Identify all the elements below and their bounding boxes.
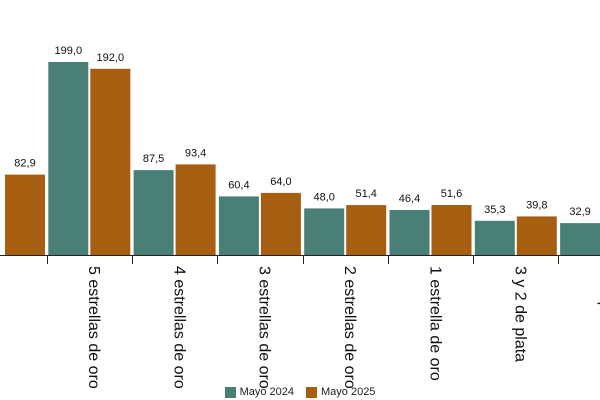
x-tick-label-5: 1 estrella de oro (426, 266, 443, 381)
value-label-series-2-cat-5: 51,6 (441, 188, 462, 200)
legend-item-series-1: Mayo 2024 (224, 386, 294, 398)
legend-swatch-series-1 (224, 386, 236, 398)
legend-label-series-2: Mayo 2025 (321, 386, 376, 398)
x-tick-label-3: 3 estrellas de oro (256, 266, 273, 389)
value-label-series-2-cat-3: 64,0 (270, 176, 291, 188)
value-label-series-1-cat-5: 46,4 (399, 193, 420, 205)
x-tick-label-6: 3 y 2 de plata (512, 266, 529, 362)
value-label-series-1-cat-6: 35,3 (484, 204, 505, 216)
legend-swatch-series-2 (306, 386, 317, 398)
bars-group (5, 62, 600, 255)
legend-label-series-1: Mayo 2024 (239, 386, 294, 398)
value-label-series-2-cat-6: 39,8 (526, 199, 547, 211)
value-label-series-2-cat-0: 82,9 (14, 158, 35, 170)
value-labels-group: 82,9 199,0 192,0 87,5 93,4 60,4 64,0 48,0 51,4 46… (14, 45, 591, 218)
value-label-series-1-cat-1: 199,0 (55, 45, 83, 57)
value-label-series-2-cat-4: 51,4 (355, 188, 376, 200)
bar-series-1-cat-7 (560, 223, 600, 255)
x-tick-label-2: 4 estrellas de oro (170, 266, 187, 389)
value-label-series-2-cat-1: 192,0 (97, 52, 125, 64)
legend: Mayo 2024 Mayo 2025 (0, 386, 600, 398)
value-label-series-1-cat-3: 60,4 (228, 179, 249, 191)
value-label-series-1-cat-2: 87,5 (143, 153, 164, 165)
bar-series-2-cat-0 (5, 174, 45, 255)
x-tick-label-4: 2 estrellas de oro (341, 266, 358, 389)
x-tick-label-7: 1 de plata (597, 266, 600, 336)
bar-series-1-cat-3 (218, 196, 259, 255)
bar-series-1-cat-4 (304, 208, 345, 255)
x-tick-label-1: 5 estrellas de oro (85, 266, 102, 389)
value-label-series-1-cat-4: 48,0 (313, 191, 334, 203)
bar-series-2-cat-1 (90, 68, 131, 255)
legend-item-series-2: Mayo 2025 (306, 386, 375, 398)
bar-series-2-cat-6 (516, 216, 557, 255)
bar-series-2-cat-2 (175, 164, 216, 255)
bar-series-2-cat-4 (346, 205, 387, 255)
bar-series-1-cat-5 (389, 210, 430, 255)
value-label-series-2-cat-2: 93,4 (185, 147, 206, 159)
bar-series-1-cat-1 (48, 62, 89, 255)
x-axis: 5 estrellas de oro 4 estrellas de oro 3 es… (0, 255, 600, 389)
bar-series-1-cat-2 (133, 170, 174, 255)
value-label-series-1-cat-7: 32,9 (569, 206, 590, 218)
bar-series-2-cat-5 (431, 205, 472, 255)
bar-series-1-cat-6 (474, 220, 515, 255)
bar-series-2-cat-3 (260, 192, 301, 255)
